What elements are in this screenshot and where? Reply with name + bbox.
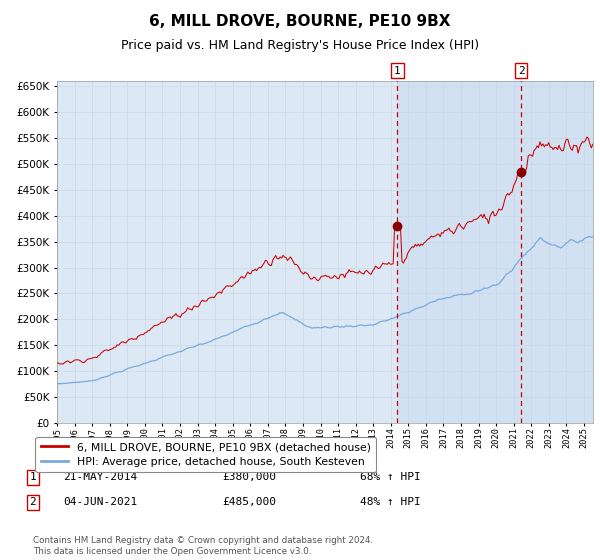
Text: 04-JUN-2021: 04-JUN-2021 [63, 497, 137, 507]
Text: £380,000: £380,000 [222, 472, 276, 482]
Text: Price paid vs. HM Land Registry's House Price Index (HPI): Price paid vs. HM Land Registry's House … [121, 39, 479, 52]
Text: 68% ↑ HPI: 68% ↑ HPI [360, 472, 421, 482]
Text: Contains HM Land Registry data © Crown copyright and database right 2024.
This d: Contains HM Land Registry data © Crown c… [33, 536, 373, 556]
Legend: 6, MILL DROVE, BOURNE, PE10 9BX (detached house), HPI: Average price, detached h: 6, MILL DROVE, BOURNE, PE10 9BX (detache… [35, 437, 376, 472]
Text: 21-MAY-2014: 21-MAY-2014 [63, 472, 137, 482]
Text: £485,000: £485,000 [222, 497, 276, 507]
Text: 2: 2 [518, 66, 524, 76]
Text: 48% ↑ HPI: 48% ↑ HPI [360, 497, 421, 507]
Text: 2: 2 [29, 497, 37, 507]
Text: 1: 1 [29, 472, 37, 482]
Text: 6, MILL DROVE, BOURNE, PE10 9BX: 6, MILL DROVE, BOURNE, PE10 9BX [149, 14, 451, 29]
Bar [397, 81, 593, 423]
Text: 1: 1 [394, 66, 401, 76]
